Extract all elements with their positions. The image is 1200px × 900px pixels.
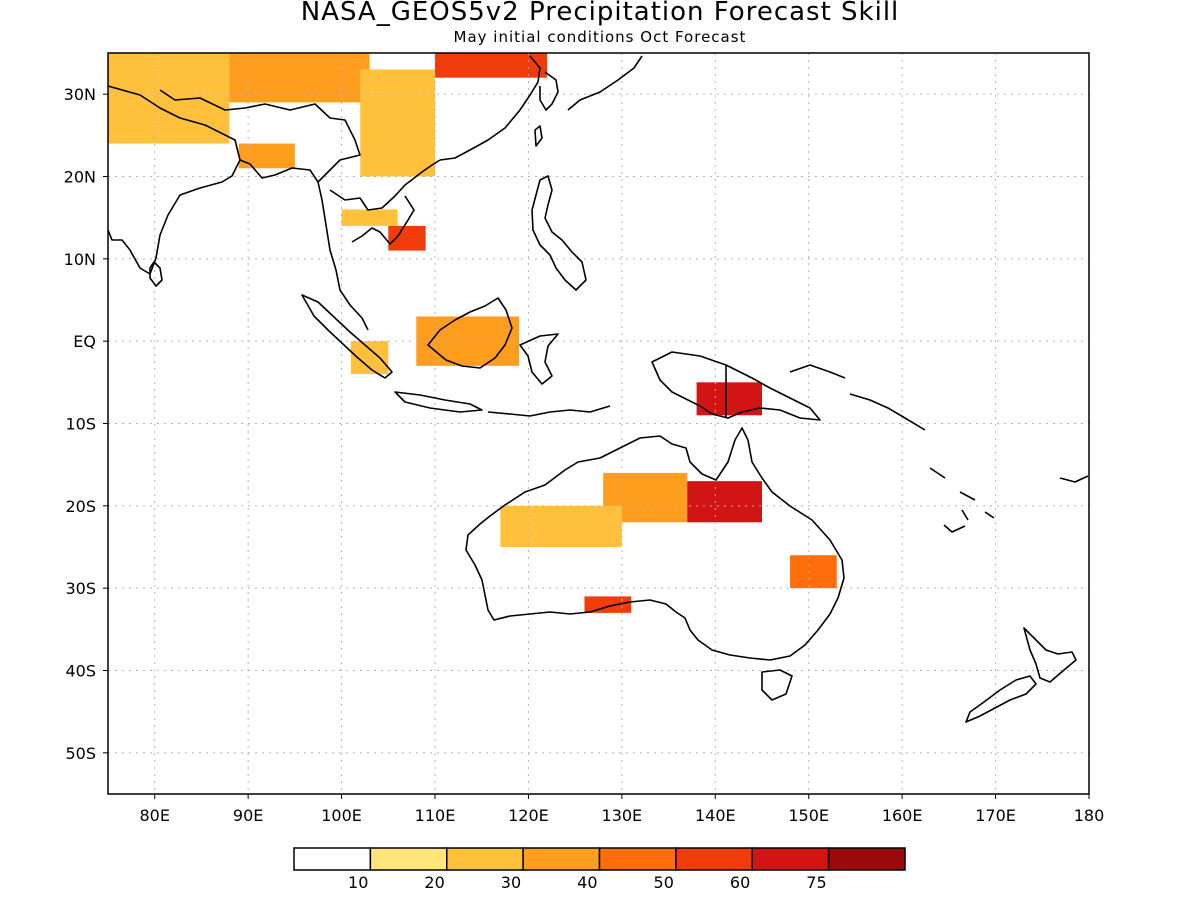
skill-region-6	[341, 209, 398, 226]
latitude-ticks: 30N 20N 10N EQ 10S 20S 30S 40S 50S	[64, 85, 108, 763]
colorbar-swatch	[827, 847, 906, 871]
coast-australia	[465, 427, 845, 661]
coast-tasmania	[761, 669, 793, 701]
skill-region-15	[790, 555, 837, 589]
colorbar-swatch	[293, 847, 372, 871]
x-tick-label: 110E	[415, 806, 456, 825]
skill-region-2	[229, 53, 370, 103]
skill-region-12	[687, 481, 762, 523]
x-tick-label: 160E	[882, 806, 923, 825]
coastlines	[107, 55, 1089, 723]
colorbar-swatch	[369, 847, 448, 871]
coast-indochina	[239, 159, 369, 331]
x-tick-label: 120E	[508, 806, 549, 825]
coast-java	[394, 391, 483, 413]
colorbar-label: 30	[501, 873, 521, 892]
colorbar-swatch	[675, 847, 753, 871]
skill-region-4	[360, 69, 435, 177]
y-tick-label: 50S	[65, 744, 96, 763]
x-tick-label: 140E	[695, 806, 736, 825]
coast-lesser-sunda	[487, 405, 611, 417]
y-tick-label: 30N	[64, 85, 96, 104]
colorbar-label: 10	[348, 873, 368, 892]
skill-region-7	[388, 225, 426, 251]
colorbar-swatch	[522, 847, 601, 871]
skill-region-5	[238, 143, 295, 169]
coast-india	[107, 85, 241, 275]
x-tick-label: 170E	[975, 806, 1016, 825]
x-tick-label: 100E	[321, 806, 362, 825]
x-tick-label: 90E	[233, 806, 263, 825]
coast-sumatra	[301, 294, 393, 379]
border-tibet	[159, 89, 361, 183]
coast-borneo	[427, 297, 513, 369]
chart-title: NASA_GEOS5v2 Precipitation Forecast Skil…	[300, 0, 900, 27]
coast-sulawesi	[519, 333, 559, 385]
coast-vietnam	[329, 159, 441, 211]
coast-philippines	[531, 175, 587, 291]
x-tick-label: 130E	[602, 806, 643, 825]
coast-sri-lanka	[149, 261, 163, 287]
y-tick-label: 20S	[65, 497, 96, 516]
skill-region-3	[435, 53, 548, 78]
coast-korea	[539, 71, 559, 111]
y-tick-label: 40S	[65, 662, 96, 681]
skill-region-14	[584, 596, 632, 613]
coast-bismarck	[789, 364, 926, 431]
y-tick-label: 10N	[64, 250, 96, 269]
skill-fill-layer	[108, 53, 837, 613]
coast-nz-south	[965, 675, 1037, 723]
colorbar-swatch	[598, 847, 677, 871]
coast-vanuatu	[943, 509, 969, 533]
coast-fiji	[1059, 475, 1089, 483]
coast-new-guinea	[651, 351, 821, 421]
x-tick-label: 150E	[788, 806, 829, 825]
y-tick-label: 30S	[65, 579, 96, 598]
colorbar-swatch	[751, 847, 830, 871]
coast-nz-north	[1023, 627, 1077, 683]
skill-region-1	[108, 53, 230, 144]
y-tick-label: 10S	[65, 415, 96, 434]
colorbar-label: 50	[654, 873, 674, 892]
colorbar-label: 75	[806, 873, 826, 892]
colorbar-swatch	[446, 847, 524, 871]
y-tick-label: 20N	[64, 168, 96, 187]
colorbar-label: 20	[424, 873, 444, 892]
longitude-ticks: 80E 90E 100E 110E 120E 130E 140E 150E 160E 170E 18…	[139, 794, 1104, 825]
y-tick-label: EQ	[73, 332, 96, 351]
coast-taiwan	[534, 125, 543, 147]
chart-subtitle: May initial conditions Oct Forecast	[453, 28, 747, 46]
coast-japan	[567, 55, 643, 111]
colorbar-label: 40	[577, 873, 597, 892]
colorbar: 10 20 30 40 50 60 75	[293, 847, 906, 892]
x-tick-label: 80E	[139, 806, 169, 825]
x-tick-label: 180	[1074, 806, 1105, 825]
colorbar-label: 60	[730, 873, 750, 892]
coast-gulf-thailand	[351, 195, 415, 245]
coast-china	[439, 55, 541, 161]
skill-region-13	[500, 505, 622, 547]
coast-solomons	[929, 467, 995, 519]
